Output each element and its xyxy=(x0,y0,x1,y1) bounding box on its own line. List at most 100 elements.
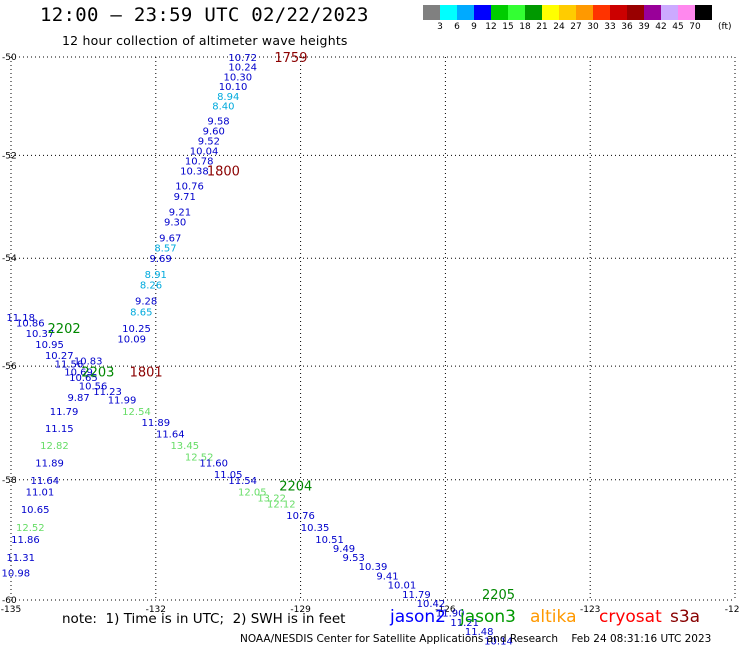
wave-height-point: 9.53 xyxy=(343,553,365,564)
wave-height-point: 11.79 xyxy=(50,407,79,418)
wave-height-point: 9.41 xyxy=(376,571,398,582)
lat-tick-label: -52 xyxy=(2,151,17,161)
legend-swatch: 24 xyxy=(542,5,565,32)
wave-height-point: 8.40 xyxy=(212,102,234,113)
color-legend: 3 6 9 12 15 18 21 24 27 30 33 36 39 42 45 70 xyxy=(423,5,712,32)
wave-height-point: 10.39 xyxy=(359,562,388,573)
wave-height-point: 11.64 xyxy=(156,430,185,441)
wave-height-point: 10.14 xyxy=(484,637,513,648)
wave-height-point: 11.15 xyxy=(45,424,74,435)
wave-height-point: 9.67 xyxy=(159,233,181,244)
lon-tick-label: -126 xyxy=(435,605,456,615)
wave-height-point: 10.24 xyxy=(228,63,257,74)
legend-tick-label: 45 xyxy=(672,22,684,32)
wave-height-point: 9.87 xyxy=(67,393,89,404)
wave-height-point: 11.89 xyxy=(35,458,64,469)
legend-swatch xyxy=(695,5,712,20)
wave-height-point: 11.86 xyxy=(11,535,40,546)
legend-tick-label: 42 xyxy=(655,22,667,32)
wave-height-point: 8.26 xyxy=(140,281,162,292)
wave-height-point: 9.49 xyxy=(333,544,355,555)
lon-tick-label: -129 xyxy=(290,605,311,615)
wave-height-point: 12.52 xyxy=(16,523,45,534)
legend-tick-label: 27 xyxy=(570,22,582,32)
wave-height-point: 10.76 xyxy=(286,511,315,522)
wave-height-point: 11.54 xyxy=(228,476,257,487)
legend-tick-label: 3 xyxy=(437,22,443,32)
legend-swatch: 39 xyxy=(627,5,650,32)
legend-swatch: 45 xyxy=(661,5,684,32)
wave-height-point: 10.65 xyxy=(69,373,98,384)
legend-swatch: 9 xyxy=(457,5,477,32)
wave-height-point: 8.57 xyxy=(154,244,176,255)
lat-tick-label: -56 xyxy=(2,362,17,372)
wave-height-point: 10.35 xyxy=(301,523,330,534)
wave-height-point: 12.54 xyxy=(122,407,151,418)
legend-swatch: 36 xyxy=(610,5,633,32)
pass-time-label: 1800 xyxy=(207,164,240,179)
legend-swatch: 33 xyxy=(593,5,616,32)
wave-height-point: 10.56 xyxy=(79,382,108,393)
lon-tick-label: -135 xyxy=(1,605,21,615)
legend-tick-label: 9 xyxy=(471,22,477,32)
wave-height-point: 9.60 xyxy=(203,126,225,137)
legend-tick-label: 33 xyxy=(604,22,616,32)
legend-tick-label: 15 xyxy=(502,22,514,32)
lat-tick-label: -54 xyxy=(2,254,17,264)
legend-swatch: 18 xyxy=(508,5,531,32)
legend-tick-label: 6 xyxy=(454,22,460,32)
pass-time-label: 2204 xyxy=(279,480,312,495)
wave-height-point: 11.31 xyxy=(6,553,35,564)
wave-height-point: 8.65 xyxy=(130,308,152,319)
wave-height-point: 10.27 xyxy=(45,351,74,362)
legend-swatch: 70 xyxy=(678,5,701,32)
mission-label-s3a: s3a xyxy=(670,607,701,627)
legend-swatch: 21 xyxy=(525,5,548,32)
wave-height-point: 9.30 xyxy=(164,218,186,229)
wave-height-point: 9.21 xyxy=(169,207,191,218)
wave-height-point: 8.91 xyxy=(145,270,167,281)
legend-swatch: 42 xyxy=(644,5,667,32)
wave-height-point: 9.28 xyxy=(135,297,157,308)
legend-tick-label: 12 xyxy=(485,22,497,32)
wave-height-point: 11.48 xyxy=(465,627,494,638)
legend-tick-label: 24 xyxy=(553,22,565,32)
units-note: note: 1) Time is in UTC; 2) SWH is in fe… xyxy=(62,611,346,627)
legend-tick-label: 70 xyxy=(689,22,701,32)
mission-label-cryosat: cryosat xyxy=(599,607,662,627)
wave-height-point: 10.37 xyxy=(26,329,55,340)
legend-swatch: 6 xyxy=(440,5,460,32)
legend-swatch: 3 xyxy=(423,5,443,32)
wave-height-point: 11.01 xyxy=(26,488,55,499)
lat-tick-label: -50 xyxy=(2,53,17,63)
legend-swatch: 15 xyxy=(491,5,514,32)
wave-height-point: 10.04 xyxy=(190,146,219,157)
wave-height-point: 11.99 xyxy=(108,396,137,407)
lon-tick-label: -123 xyxy=(580,605,600,615)
legend-tick-label: 18 xyxy=(519,22,531,32)
legend-tick-label: 30 xyxy=(587,22,599,32)
wave-height-point: 11.79 xyxy=(402,590,431,601)
wave-height-point: 9.52 xyxy=(198,136,220,147)
legend-swatch: 12 xyxy=(474,5,497,32)
wave-height-point: 9.69 xyxy=(149,254,171,265)
wave-height-point: 10.95 xyxy=(35,340,64,351)
wave-height-point: 8.94 xyxy=(217,92,239,103)
lat-tick-label: -60 xyxy=(2,596,17,606)
wave-height-point: 11.56 xyxy=(55,359,84,370)
wave-height-point: 11.05 xyxy=(214,470,243,481)
wave-height-point: 10.09 xyxy=(117,335,146,346)
pass-time-label: 2203 xyxy=(81,366,114,381)
mission-label-jason3: jason3 xyxy=(460,607,516,627)
chart-subtitle: 12 hour collection of altimeter wave hei… xyxy=(62,33,348,48)
wave-height-point: 11.90 xyxy=(436,608,465,619)
legend-tick-label: 36 xyxy=(621,22,633,32)
wave-height-point: 10.10 xyxy=(219,82,248,93)
wave-height-point: 11.21 xyxy=(450,618,479,629)
color-legend-unit: (ft) xyxy=(718,22,732,32)
wave-height-point: 12.12 xyxy=(267,499,296,510)
pass-time-label: 1759 xyxy=(274,51,307,66)
wave-height-point: 10.86 xyxy=(16,318,45,329)
wave-height-point: 10.83 xyxy=(74,357,103,368)
